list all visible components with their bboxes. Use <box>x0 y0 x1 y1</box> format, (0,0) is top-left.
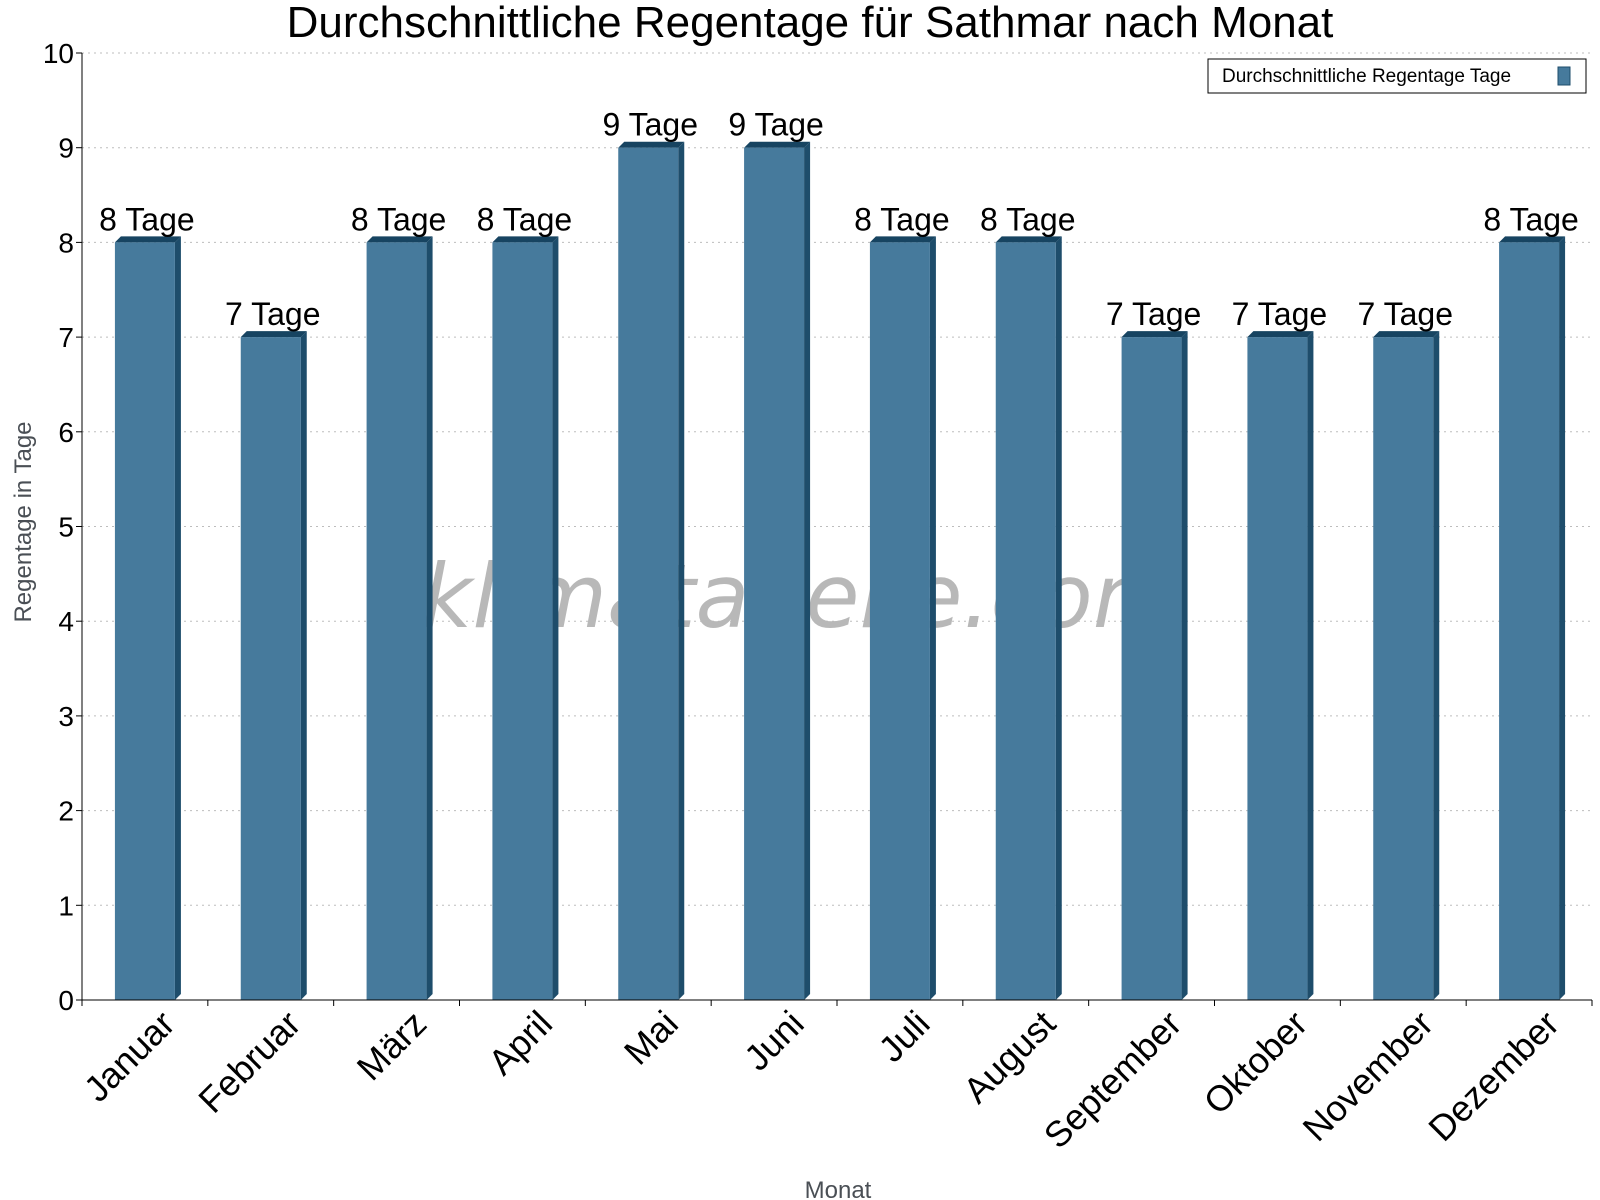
bar-front <box>869 242 930 1000</box>
y-tick-label: 7 <box>58 322 74 353</box>
bar-top <box>366 236 433 243</box>
bar-top <box>240 331 307 338</box>
bar-top <box>995 236 1062 243</box>
bars <box>114 141 1566 1001</box>
bar-front <box>618 147 679 1000</box>
data-label: 7 Tage <box>1232 296 1328 332</box>
data-label: 8 Tage <box>1483 201 1579 237</box>
bar-side <box>300 331 307 1001</box>
bar-front <box>114 242 175 1000</box>
bar <box>114 236 181 1000</box>
bar <box>1247 331 1314 1001</box>
bar-top <box>869 236 936 243</box>
bar-front <box>1499 242 1560 1000</box>
data-label: 8 Tage <box>980 201 1076 237</box>
bar-side <box>1181 331 1188 1001</box>
x-tick-label: April <box>480 1003 560 1083</box>
x-tick-label: Oktober <box>1196 1003 1316 1123</box>
bar <box>240 331 307 1001</box>
bar-side <box>929 236 936 1000</box>
y-tick-labels: 0 1 2 3 4 5 6 7 8 9 10 <box>43 38 82 1016</box>
bar-front <box>1121 337 1182 1001</box>
y-tick-label: 8 <box>58 227 74 258</box>
bar-side <box>552 236 559 1000</box>
bar <box>1499 236 1566 1000</box>
axes <box>81 53 1592 1001</box>
data-label: 8 Tage <box>477 201 573 237</box>
data-label: 7 Tage <box>225 296 321 332</box>
x-tick-label: Januar <box>76 1003 183 1110</box>
bar-front <box>1373 337 1434 1001</box>
y-tick-label: 4 <box>58 606 74 637</box>
legend-label: Durchschnittliche Regentage Tage <box>1222 66 1511 87</box>
y-tick-label: 0 <box>58 985 74 1016</box>
grid-lines <box>82 52 1592 906</box>
data-labels: 8 Tage 7 Tage 8 Tage 8 Tage 9 Tage 9 Tage 8 Ta… <box>99 107 1579 332</box>
x-tick-label: Juli <box>870 1003 937 1070</box>
data-label: 9 Tage <box>603 107 699 143</box>
data-label: 8 Tage <box>351 201 447 237</box>
x-tick-label: September <box>1036 1003 1190 1157</box>
bar-front <box>492 242 553 1000</box>
bar-top <box>1499 236 1566 243</box>
bar <box>744 141 811 1000</box>
x-tick-label: Juni <box>736 1003 812 1079</box>
bar-front <box>1247 337 1308 1001</box>
y-tick-label: 1 <box>58 890 74 921</box>
y-tick-label: 6 <box>58 417 74 448</box>
bar-side <box>1433 331 1440 1001</box>
x-axis-label: Monat <box>805 1177 872 1200</box>
data-label: 8 Tage <box>854 201 950 237</box>
x-tick-label: August <box>955 1003 1063 1111</box>
bar-side <box>426 236 433 1000</box>
legend: Durchschnittliche Regentage Tage <box>1207 58 1587 94</box>
y-tick-label: 9 <box>58 133 74 164</box>
x-tick-labels: Januar Februar März April Mai Juni Juli AugustS… <box>76 1000 1593 1157</box>
x-tick-label: November <box>1294 1003 1440 1149</box>
bar-side <box>804 141 811 1000</box>
x-tick-label: März <box>349 1003 435 1089</box>
bar-top <box>1247 331 1314 338</box>
bar-side <box>1055 236 1062 1000</box>
bar-side <box>1559 236 1566 1000</box>
bar-side <box>678 141 685 1000</box>
bar <box>869 236 936 1000</box>
bar-top <box>1121 331 1188 338</box>
data-label: 7 Tage <box>1106 296 1202 332</box>
x-tick-label: Mai <box>616 1003 686 1073</box>
y-axis-label: Regentage in Tage <box>10 421 37 622</box>
y-tick-label: 2 <box>58 796 74 827</box>
bar-side <box>1307 331 1314 1001</box>
bar <box>492 236 559 1000</box>
bar-top <box>618 141 685 148</box>
bar <box>1373 331 1440 1001</box>
x-tick-label: Dezember <box>1420 1003 1566 1149</box>
bar <box>995 236 1062 1000</box>
legend-swatch <box>1557 66 1571 86</box>
data-label: 7 Tage <box>1358 296 1454 332</box>
bar-top <box>1373 331 1440 338</box>
chart-title: Durchschnittliche Regentage für Sathmar … <box>287 0 1334 47</box>
y-tick-label: 3 <box>58 701 74 732</box>
bar-top <box>492 236 559 243</box>
bar <box>618 141 685 1000</box>
bar-side <box>174 236 181 1000</box>
bar-top <box>744 141 811 148</box>
bar-top <box>114 236 181 243</box>
bar-front <box>366 242 427 1000</box>
y-tick-label: 5 <box>58 512 74 543</box>
bar <box>366 236 433 1000</box>
y-tick-label: 10 <box>43 38 74 69</box>
bar-front <box>240 337 301 1001</box>
bar <box>1121 331 1188 1001</box>
data-label: 9 Tage <box>728 107 824 143</box>
legend-box <box>1207 58 1587 94</box>
data-label: 8 Tage <box>99 201 195 237</box>
bar-front <box>744 147 805 1000</box>
bar-front <box>995 242 1056 1000</box>
x-tick-label: Februar <box>190 1003 308 1121</box>
